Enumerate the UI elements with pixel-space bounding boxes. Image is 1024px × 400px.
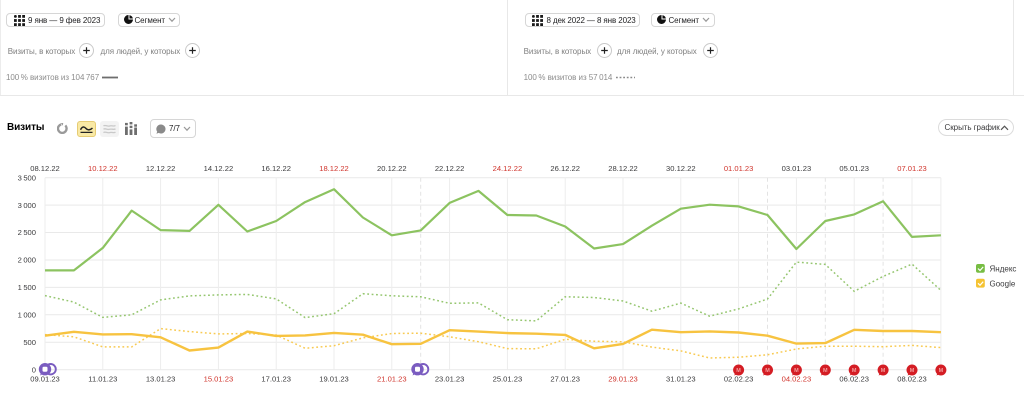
svg-text:М: М xyxy=(823,368,828,374)
svg-text:1 500: 1 500 xyxy=(18,283,36,292)
svg-text:30.12.22: 30.12.22 xyxy=(666,164,696,173)
svg-text:3 000: 3 000 xyxy=(18,201,36,210)
svg-text:М: М xyxy=(939,368,944,374)
svg-text:09.01.23: 09.01.23 xyxy=(30,375,60,384)
svg-text:26.12.22: 26.12.22 xyxy=(550,164,580,173)
svg-text:11.01.23: 11.01.23 xyxy=(88,375,117,384)
svg-text:М: М xyxy=(852,368,857,374)
svg-text:16.12.22: 16.12.22 xyxy=(261,164,291,173)
svg-text:08.02.23: 08.02.23 xyxy=(897,375,927,384)
svg-text:05.01.23: 05.01.23 xyxy=(839,164,869,173)
svg-text:01.01.23: 01.01.23 xyxy=(724,164,754,173)
svg-text:31.01.23: 31.01.23 xyxy=(666,375,696,384)
svg-text:10.12.22: 10.12.22 xyxy=(88,164,118,173)
svg-text:13.01.23: 13.01.23 xyxy=(146,375,176,384)
svg-text:20.12.22: 20.12.22 xyxy=(377,164,407,173)
svg-text:08.12.22: 08.12.22 xyxy=(30,164,60,173)
svg-text:04.02.23: 04.02.23 xyxy=(782,375,812,384)
svg-text:06.02.23: 06.02.23 xyxy=(839,375,869,384)
svg-text:07.01.23: 07.01.23 xyxy=(897,164,927,173)
svg-text:Яндекс: Яндекс xyxy=(990,265,1017,274)
svg-text:2 500: 2 500 xyxy=(18,228,36,237)
svg-text:12.12.22: 12.12.22 xyxy=(146,164,176,173)
svg-text:28.12.22: 28.12.22 xyxy=(608,164,638,173)
svg-text:15.01.23: 15.01.23 xyxy=(204,375,234,384)
svg-text:02.02.23: 02.02.23 xyxy=(724,375,754,384)
svg-text:2 000: 2 000 xyxy=(18,256,36,265)
svg-text:22.12.22: 22.12.22 xyxy=(435,164,465,173)
svg-text:М: М xyxy=(736,368,741,374)
svg-text:03.01.23: 03.01.23 xyxy=(782,164,812,173)
svg-text:М: М xyxy=(765,368,770,374)
svg-text:Google: Google xyxy=(990,279,1016,288)
svg-text:25.01.23: 25.01.23 xyxy=(493,375,523,384)
svg-text:21.01.23: 21.01.23 xyxy=(377,375,407,384)
svg-text:19.01.23: 19.01.23 xyxy=(319,375,349,384)
svg-text:М: М xyxy=(881,368,886,374)
svg-text:3 500: 3 500 xyxy=(18,173,36,182)
svg-text:27.01.23: 27.01.23 xyxy=(550,375,580,384)
svg-text:0: 0 xyxy=(32,365,36,374)
svg-text:18.12.22: 18.12.22 xyxy=(319,164,349,173)
svg-text:29.01.23: 29.01.23 xyxy=(608,375,638,384)
svg-text:500: 500 xyxy=(23,338,36,347)
svg-text:17.01.23: 17.01.23 xyxy=(261,375,291,384)
svg-text:23.01.23: 23.01.23 xyxy=(435,375,465,384)
svg-text:24.12.22: 24.12.22 xyxy=(493,164,523,173)
svg-text:1 000: 1 000 xyxy=(18,311,36,320)
svg-text:М: М xyxy=(910,368,915,374)
svg-text:14.12.22: 14.12.22 xyxy=(204,164,234,173)
svg-text:М: М xyxy=(794,368,799,374)
